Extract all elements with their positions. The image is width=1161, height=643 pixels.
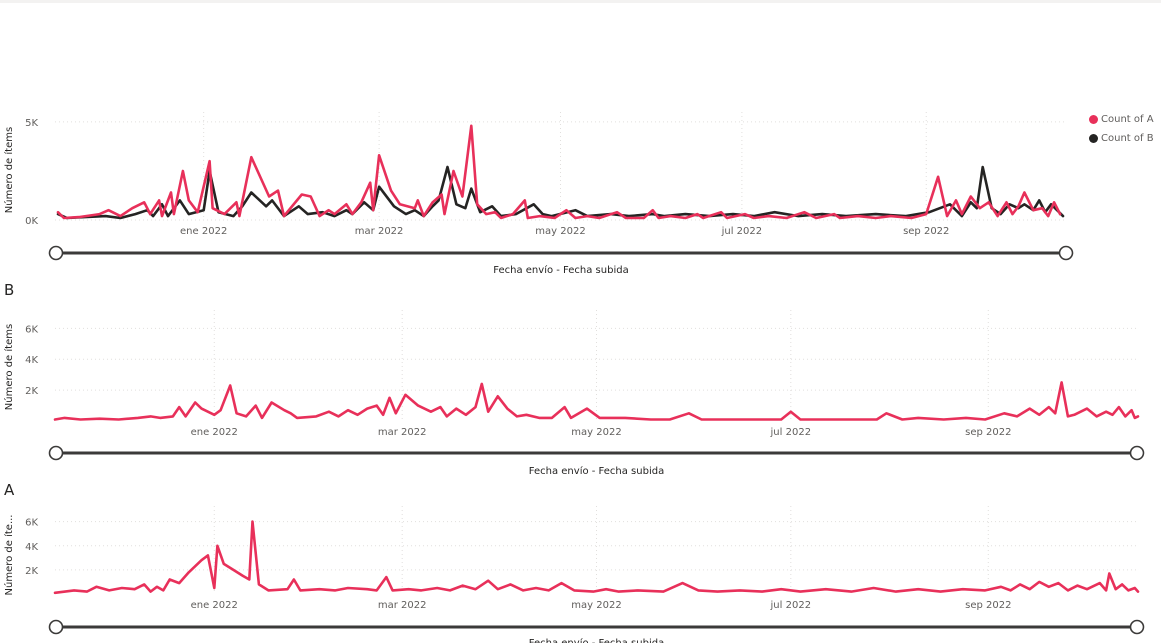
- x-tick-label-combined-2: may 2022: [535, 226, 585, 237]
- y-axis-title-a: Número de íte...: [3, 515, 15, 596]
- x-tick-label-a-2: may 2022: [571, 600, 621, 611]
- y-axis-title-b: Número de ítems: [3, 324, 15, 410]
- legend-item-count-of-b[interactable]: Count of B: [1089, 133, 1154, 144]
- legend-dot-a: [1089, 115, 1098, 124]
- x-tick-label-a-3: jul 2022: [770, 600, 812, 611]
- x-axis-title-b: Fecha envío - Fecha subida: [529, 465, 664, 477]
- x-axis-title-combined: Fecha envío - Fecha subida: [493, 264, 628, 276]
- section-title-b: B: [4, 281, 15, 299]
- x-tick-label-b-0: ene 2022: [191, 427, 238, 438]
- x-tick-label-a-0: ene 2022: [191, 600, 238, 611]
- series-line-a-0: [53, 520, 1140, 595]
- y-tick-label-b-1: 4K: [25, 355, 38, 366]
- x-axis-title-a: Fecha envío - Fecha subida: [529, 637, 664, 643]
- legend-dot-b: [1089, 134, 1098, 143]
- legend-item-count-of-a[interactable]: Count of A: [1089, 114, 1154, 125]
- range-slider-start-handle-a[interactable]: [48, 619, 64, 635]
- x-tick-label-combined-4: sep 2022: [903, 226, 949, 237]
- y-tick-label-a-1: 4K: [25, 542, 38, 553]
- section-title-a: A: [4, 481, 15, 499]
- y-tick-label-b-2: 6K: [25, 324, 38, 335]
- x-tick-label-b-4: sep 2022: [965, 427, 1011, 438]
- chart-legend: Count of A Count of B: [1089, 114, 1154, 152]
- x-tick-label-combined-3: jul 2022: [721, 226, 763, 237]
- x-tick-label-combined-0: ene 2022: [180, 226, 227, 237]
- range-slider-start-handle-combined[interactable]: [48, 245, 64, 261]
- series-line-combined-count-of-a: [56, 124, 1062, 220]
- legend-label-b: Count of B: [1101, 133, 1154, 144]
- x-tick-label-b-3: jul 2022: [770, 427, 812, 438]
- x-tick-label-b-2: may 2022: [571, 427, 621, 438]
- x-tick-label-combined-1: mar 2022: [355, 226, 404, 237]
- x-tick-label-a-1: mar 2022: [378, 600, 427, 611]
- y-tick-label-a-0: 2K: [25, 566, 38, 577]
- y-tick-label-b-0: 2K: [25, 386, 38, 397]
- legend-label-a: Count of A: [1101, 114, 1154, 125]
- range-slider-end-handle-b[interactable]: [1129, 445, 1145, 461]
- y-axis-title-combined: Número de ítems: [3, 127, 15, 213]
- range-slider-end-handle-a[interactable]: [1129, 619, 1145, 635]
- y-tick-label-a-2: 6K: [25, 518, 38, 529]
- x-tick-label-a-4: sep 2022: [965, 600, 1011, 611]
- range-slider-start-handle-b[interactable]: [48, 445, 64, 461]
- y-tick-label-combined-0: 0K: [25, 216, 38, 227]
- y-tick-label-combined-1: 5K: [25, 118, 38, 129]
- top-border: [0, 0, 1161, 3]
- range-slider-end-handle-combined[interactable]: [1058, 245, 1074, 261]
- series-line-b-0: [53, 381, 1140, 421]
- x-tick-label-b-1: mar 2022: [378, 427, 427, 438]
